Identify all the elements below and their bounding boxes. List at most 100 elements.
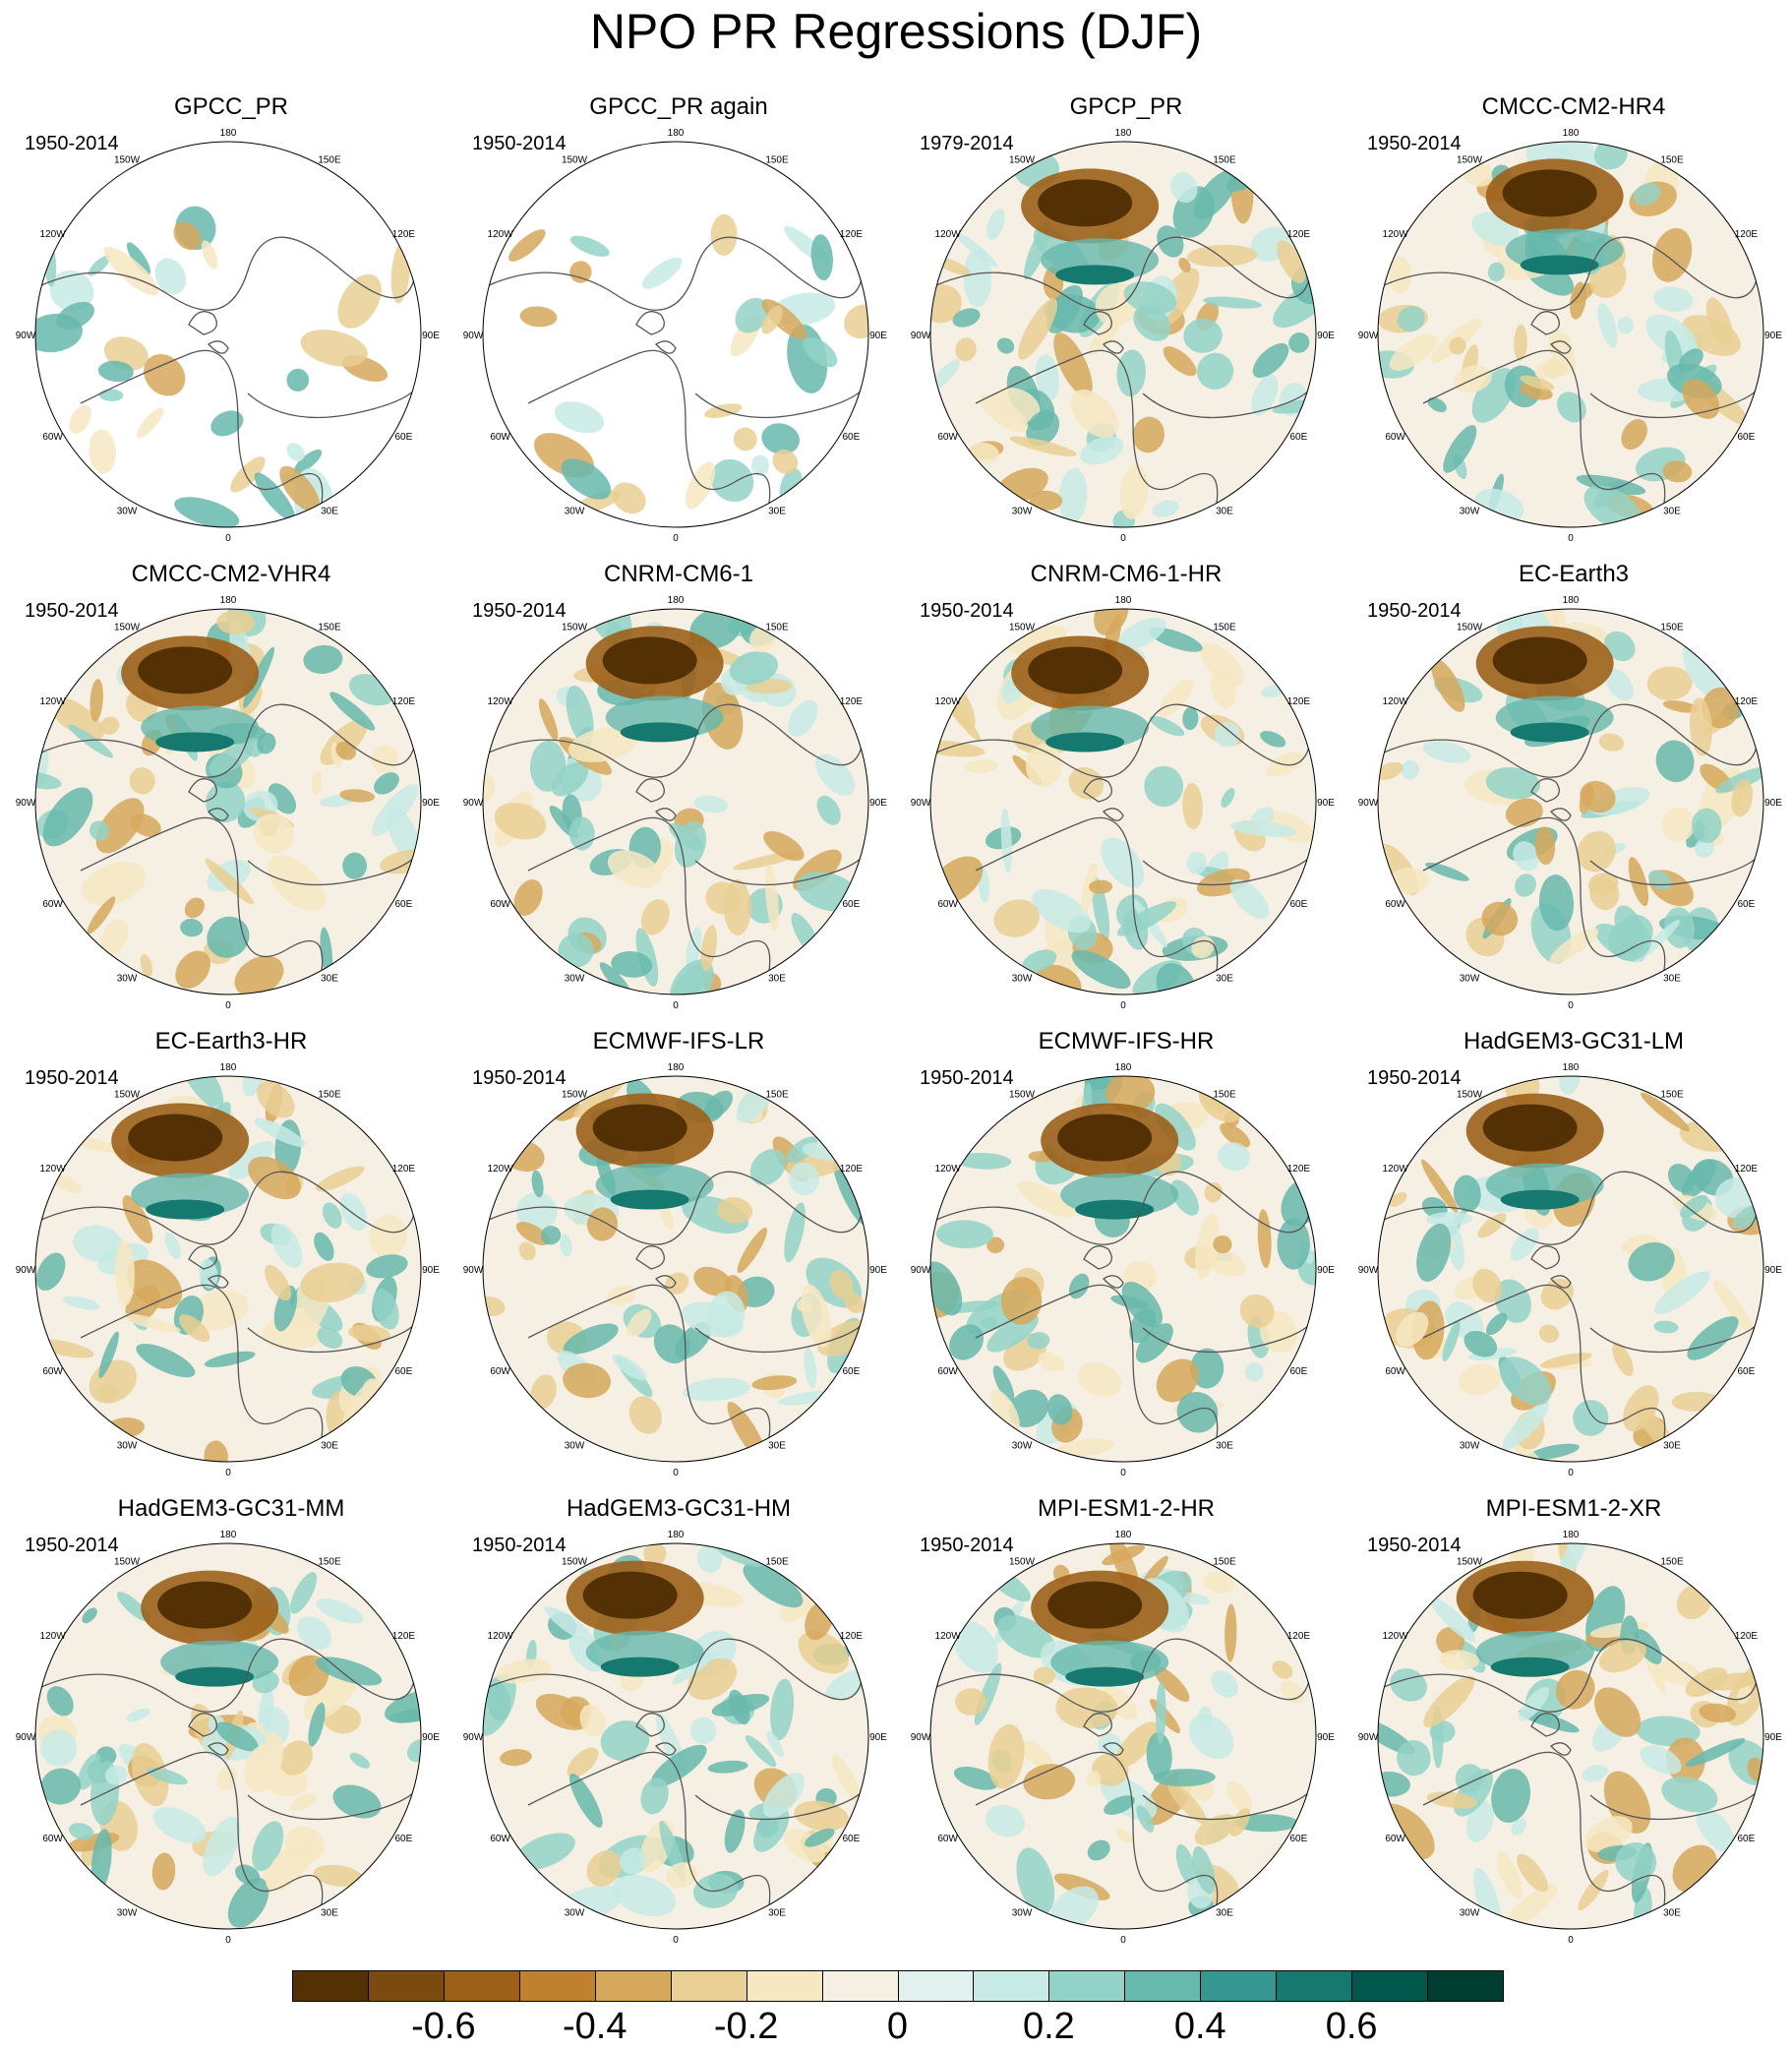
longitude-label: 120E [1287, 229, 1311, 240]
longitude-label: 30E [768, 973, 786, 984]
longitude-label: 0 [1568, 1468, 1574, 1478]
longitude-label: 60W [937, 1366, 958, 1377]
colorbar [292, 1970, 1504, 2002]
longitude-label: 90W [16, 1265, 36, 1276]
longitude-label: 180 [1115, 1530, 1132, 1540]
panel-title: ECMWF-IFS-HR [1038, 1028, 1215, 1055]
panel-period: 1950-2014 [25, 600, 119, 622]
colorbar-tick-label: 0 [886, 2006, 909, 2047]
longitude-label: 90W [16, 1732, 36, 1743]
longitude-label: 0 [225, 1000, 231, 1011]
longitude-label: 30E [321, 1440, 338, 1451]
polar-map: 180 150E 120E 90E 60E 30E 0 30W 60W 90W 120W 150W [16, 1530, 441, 1946]
longitude-label: 150W [562, 1090, 588, 1101]
longitude-label: 150E [1213, 1557, 1236, 1568]
longitude-label: 60E [1738, 1834, 1756, 1844]
longitude-label: 60W [42, 1366, 63, 1377]
colorbar-swatch [1048, 1970, 1126, 2002]
map-panel: EC-Earth3-HR 180 150E 120E 90E 60E 30E 0 30W 60W 9… [15, 1028, 448, 1495]
polar-map: 180 150E 120E 90E 60E 30E 0 30W 60W 90W 120W 150W [463, 595, 888, 1011]
longitude-label: 180 [220, 595, 237, 606]
panel-period: 1950-2014 [1367, 1535, 1462, 1556]
longitude-label: 180 [668, 1062, 685, 1073]
longitude-label: 30E [1216, 973, 1233, 984]
longitude-label: 150E [1213, 1090, 1236, 1101]
longitude-label: 150W [1457, 1090, 1483, 1101]
longitude-label: 120E [392, 696, 416, 707]
panel-period: 1950-2014 [920, 1067, 1014, 1089]
panel-period: 1950-2014 [472, 600, 567, 622]
polar-map: 180 150E 120E 90E 60E 30E 0 30W 60W 90W 120W 150W [1358, 595, 1783, 1011]
longitude-label: 150W [1009, 1090, 1036, 1101]
longitude-label: 30E [1216, 1440, 1233, 1451]
panel-period: 1950-2014 [1367, 600, 1462, 622]
map-panel: HadGEM3-GC31-LM 180 150E 120E 90E 60E 30E 0 30W 6… [1357, 1028, 1790, 1495]
longitude-label: 60E [1290, 1366, 1308, 1377]
panel-period: 1950-2014 [1367, 1067, 1462, 1089]
panel-period: 1950-2014 [25, 1535, 119, 1556]
longitude-label: 150W [1457, 623, 1483, 633]
longitude-label: 0 [673, 1000, 679, 1011]
longitude-label: 150W [114, 623, 141, 633]
longitude-label: 180 [668, 595, 685, 606]
longitude-label: 120W [935, 229, 962, 240]
longitude-label: 90W [1358, 331, 1379, 341]
longitude-label: 30W [1012, 973, 1033, 984]
longitude-label: 60E [843, 432, 861, 443]
panel-period: 1950-2014 [920, 600, 1014, 622]
map-panel: CMCC-CM2-VHR4 180 150E 120E 90E 60E 30E 0 30W 60W… [15, 561, 448, 1028]
longitude-label: 120W [488, 1164, 514, 1175]
longitude-label: 120W [935, 696, 962, 707]
polar-map: 180 150E 120E 90E 60E 30E 0 30W 60W 90W 120W 150W [911, 595, 1336, 1011]
longitude-label: 30W [565, 506, 585, 516]
longitude-label: 150W [1457, 155, 1483, 166]
longitude-label: 180 [668, 1530, 685, 1540]
polar-map: 180 150E 120E 90E 60E 30E 0 30W 60W 90W 120W 150W [16, 1062, 441, 1478]
longitude-label: 120E [1735, 696, 1759, 707]
longitude-label: 120W [488, 696, 514, 707]
longitude-label: 90E [1317, 798, 1335, 809]
longitude-label: 180 [1563, 128, 1580, 139]
map-panel: GPCP_PR 180 150E 120E 90E 60E 30E 0 30W 60W 90W 120… [910, 93, 1343, 561]
map-panel: GPCC_PR again 180 150E 120E 90E 60E 30E 0 30W 60W… [462, 93, 895, 561]
longitude-label: 90W [1358, 1732, 1379, 1743]
longitude-label: 60E [1290, 1834, 1308, 1844]
longitude-label: 180 [1115, 128, 1132, 139]
longitude-label: 0 [673, 1935, 679, 1946]
longitude-label: 30W [565, 1907, 585, 1918]
longitude-label: 150E [1660, 623, 1684, 633]
longitude-label: 30E [1663, 1440, 1681, 1451]
longitude-label: 60W [490, 432, 510, 443]
longitude-label: 150W [1457, 1557, 1483, 1568]
longitude-label: 90E [1764, 331, 1782, 341]
longitude-label: 120E [392, 229, 416, 240]
longitude-label: 60W [490, 1366, 510, 1377]
panel-title: CMCC-CM2-HR4 [1481, 93, 1666, 120]
longitude-label: 60E [843, 1366, 861, 1377]
longitude-label: 90W [911, 1732, 931, 1743]
colorbar-swatch [594, 1970, 672, 2002]
longitude-label: 0 [1120, 1935, 1126, 1946]
longitude-label: 120E [1735, 1631, 1759, 1642]
colorbar-tick-label: 0.4 [1173, 2006, 1226, 2047]
longitude-label: 0 [673, 533, 679, 544]
polar-map: 180 150E 120E 90E 60E 30E 0 30W 60W 90W 120W 150W [1358, 1530, 1783, 1946]
longitude-label: 90E [869, 331, 887, 341]
longitude-label: 60W [490, 1834, 510, 1844]
colorbar-swatch [292, 1970, 369, 2002]
longitude-label: 30W [565, 973, 585, 984]
colorbar-swatch [443, 1970, 520, 2002]
longitude-label: 120E [840, 696, 864, 707]
polar-map: 180 150E 120E 90E 60E 30E 0 30W 60W 90W 120W 150W [463, 128, 888, 544]
longitude-label: 90W [463, 798, 484, 809]
longitude-label: 120E [1287, 1631, 1311, 1642]
longitude-label: 30E [321, 1907, 338, 1918]
longitude-label: 90W [16, 798, 36, 809]
longitude-label: 150E [318, 1557, 341, 1568]
longitude-label: 30E [1663, 973, 1681, 984]
longitude-label: 150E [318, 1090, 341, 1101]
longitude-label: 120E [392, 1631, 416, 1642]
longitude-label: 120W [488, 1631, 514, 1642]
longitude-label: 30E [321, 973, 338, 984]
longitude-label: 120W [935, 1164, 962, 1175]
